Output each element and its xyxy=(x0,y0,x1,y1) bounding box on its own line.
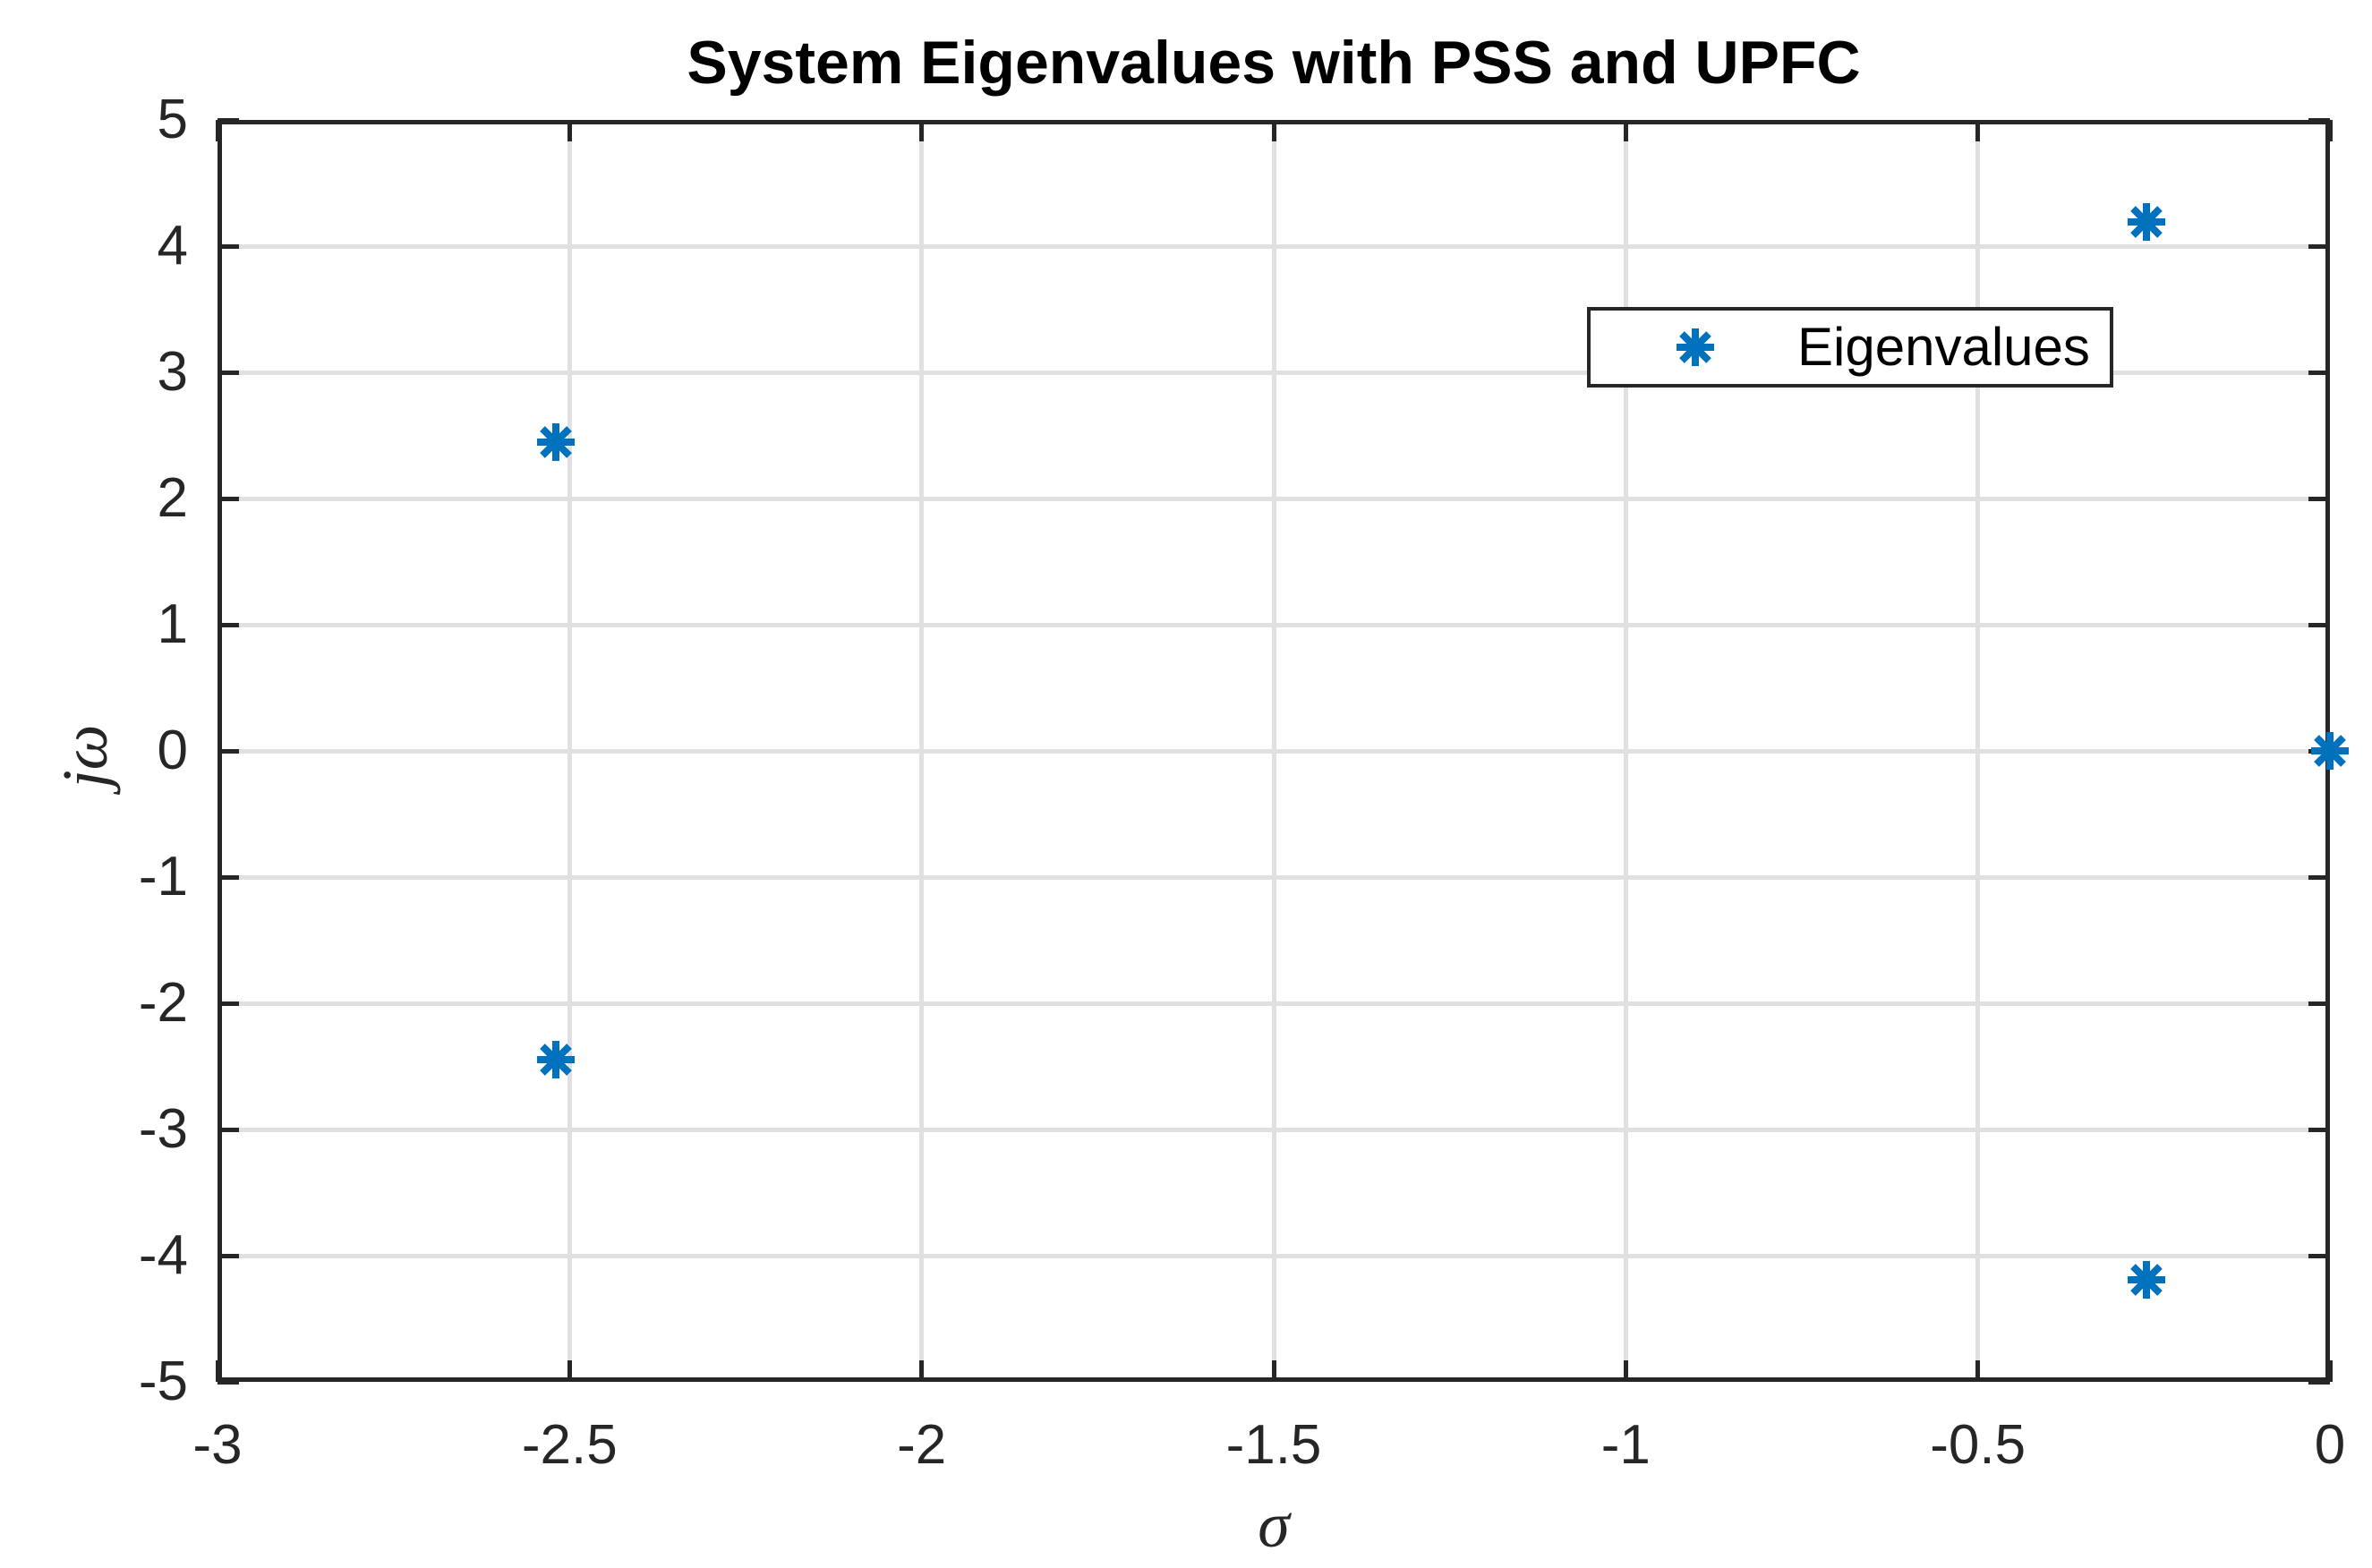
y-tick-label: 4 xyxy=(157,215,188,277)
legend-label: Eigenvalues xyxy=(1797,317,2090,377)
tick-mark xyxy=(218,748,239,754)
tick-mark xyxy=(2308,243,2330,249)
tick-mark xyxy=(1975,1360,1981,1382)
x-tick-label: -1 xyxy=(1600,1414,1651,1476)
gridline xyxy=(218,1001,2330,1006)
tick-mark xyxy=(2308,874,2330,880)
tick-mark xyxy=(919,1360,925,1382)
x-axis-label: σ xyxy=(1258,1489,1290,1561)
y-axis-label: jω xyxy=(49,724,121,788)
gridline xyxy=(218,622,2330,627)
x-tick-label: -2 xyxy=(897,1414,947,1476)
x-tick-label: -1.5 xyxy=(1225,1414,1322,1476)
tick-mark xyxy=(1623,120,1628,141)
gridline xyxy=(218,243,2330,249)
y-tick-label: 0 xyxy=(157,720,188,781)
y-tick-label: 2 xyxy=(157,467,188,529)
tick-mark xyxy=(2308,1127,2330,1132)
tick-mark xyxy=(218,117,239,123)
y-tick-label: 5 xyxy=(157,89,188,150)
tick-mark xyxy=(215,1360,220,1382)
x-tick-label: -0.5 xyxy=(1930,1414,2026,1476)
x-tick-label: -3 xyxy=(192,1414,243,1476)
eigenvalue-marker xyxy=(2123,199,2170,245)
tick-mark xyxy=(919,120,925,141)
gridline xyxy=(218,748,2330,754)
plot-area: Eigenvalues xyxy=(215,117,2349,1385)
chart-title: System Eigenvalues with PSS and UPFC xyxy=(687,29,1861,97)
tick-mark xyxy=(1975,120,1981,141)
tick-mark xyxy=(1271,1360,1276,1382)
eigenvalue-marker xyxy=(2123,1257,2170,1303)
tick-mark xyxy=(2308,117,2330,123)
gridline xyxy=(218,874,2330,880)
tick-mark xyxy=(218,1253,239,1258)
asterisk-marker-icon xyxy=(1672,324,1719,371)
tick-mark xyxy=(215,120,220,141)
legend: Eigenvalues xyxy=(1587,307,2113,388)
gridline xyxy=(218,496,2330,501)
tick-mark xyxy=(2308,370,2330,375)
y-tick-label: 1 xyxy=(157,593,188,655)
y-tick-label: -2 xyxy=(138,972,188,1034)
tick-mark xyxy=(2308,1253,2330,1258)
tick-mark xyxy=(218,496,239,501)
tick-mark xyxy=(218,370,239,375)
gridline xyxy=(218,1253,2330,1258)
tick-mark xyxy=(1623,1360,1628,1382)
tick-mark xyxy=(2327,120,2333,141)
tick-mark xyxy=(567,120,572,141)
tick-mark xyxy=(218,1379,239,1385)
tick-mark xyxy=(2308,496,2330,501)
y-tick-label: -3 xyxy=(138,1098,188,1160)
gridline xyxy=(218,1127,2330,1132)
tick-mark xyxy=(218,1127,239,1132)
tick-mark xyxy=(218,1001,239,1006)
y-tick-label: -5 xyxy=(138,1351,188,1412)
tick-mark xyxy=(218,622,239,627)
tick-mark xyxy=(567,1360,572,1382)
tick-mark xyxy=(2308,1001,2330,1006)
tick-mark xyxy=(2308,1379,2330,1385)
y-tick-label: 3 xyxy=(157,341,188,403)
tick-mark xyxy=(2308,748,2330,754)
tick-mark xyxy=(2327,1360,2333,1382)
tick-mark xyxy=(218,874,239,880)
y-tick-label: -1 xyxy=(138,846,188,908)
tick-mark xyxy=(218,243,239,249)
tick-mark xyxy=(2308,622,2330,627)
y-tick-label: -4 xyxy=(138,1224,188,1286)
x-tick-label: 0 xyxy=(2314,1414,2346,1476)
x-tick-label: -2.5 xyxy=(521,1414,618,1476)
gridline xyxy=(218,370,2330,375)
tick-mark xyxy=(1271,120,1276,141)
